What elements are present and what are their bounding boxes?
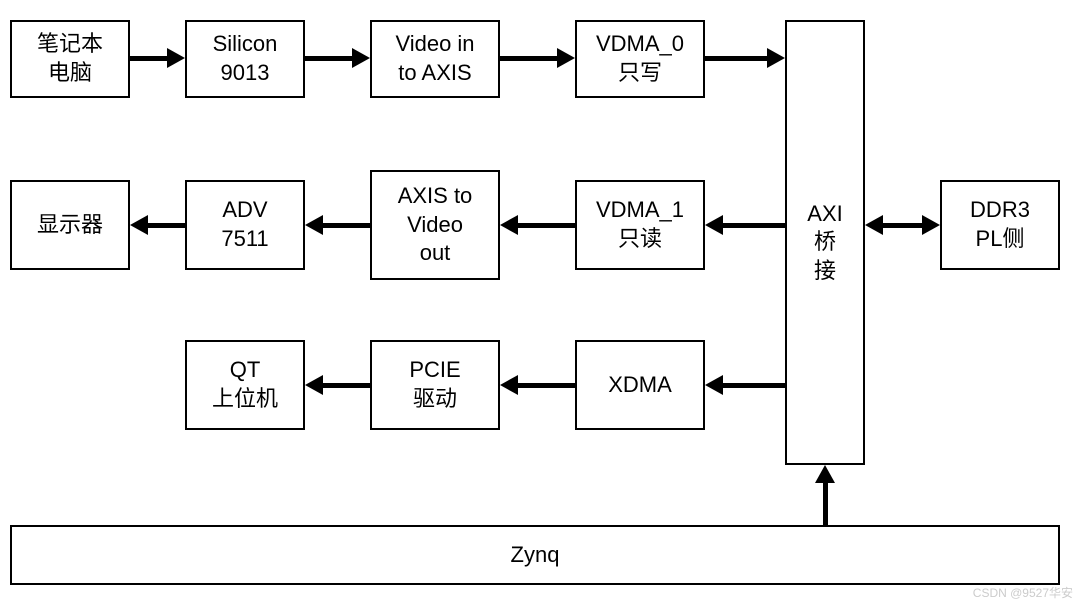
node-laptop: 笔记本 电脑: [10, 20, 130, 98]
arrow-zynq-axi-line: [823, 483, 828, 525]
node-pcie: PCIE 驱动: [370, 340, 500, 430]
arrow-pcie-qt-line: [323, 383, 370, 388]
node-axi: AXI 桥 接: [785, 20, 865, 465]
arrow-vdma0-axi-line: [705, 56, 767, 61]
arrow-silicon-video_in-head-right: [352, 48, 370, 68]
arrow-silicon-video_in-line: [305, 56, 352, 61]
arrow-axi-vdma1-line: [723, 223, 785, 228]
arrow-axi-xdma-head-left: [705, 375, 723, 395]
node-adv7511: ADV 7511: [185, 180, 305, 270]
arrow-laptop-silicon-head-right: [167, 48, 185, 68]
arrow-adv7511-display-head-left: [130, 215, 148, 235]
arrow-zynq-axi-head: [815, 465, 835, 483]
arrow-video_in-vdma0-line: [500, 56, 557, 61]
node-silicon: Silicon 9013: [185, 20, 305, 98]
arrow-video_in-vdma0-head-right: [557, 48, 575, 68]
arrow-axi-ddr3-head-left: [865, 215, 883, 235]
arrow-laptop-silicon-line: [130, 56, 167, 61]
node-axis_out: AXIS to Video out: [370, 170, 500, 280]
arrow-vdma0-axi-head-right: [767, 48, 785, 68]
node-ddr3: DDR3 PL侧: [940, 180, 1060, 270]
node-display: 显示器: [10, 180, 130, 270]
arrow-axi-xdma-line: [723, 383, 785, 388]
node-qt: QT 上位机: [185, 340, 305, 430]
arrow-axis_out-adv7511-line: [323, 223, 370, 228]
arrow-vdma1-axis_out-line: [518, 223, 575, 228]
node-vdma0: VDMA_0 只写: [575, 20, 705, 98]
arrow-axi-vdma1-head-left: [705, 215, 723, 235]
watermark: CSDN @9527华安: [973, 584, 1073, 601]
node-vdma1: VDMA_1 只读: [575, 180, 705, 270]
arrow-vdma1-axis_out-head-left: [500, 215, 518, 235]
arrow-axis_out-adv7511-head-left: [305, 215, 323, 235]
arrow-axi-ddr3-line: [883, 223, 922, 228]
node-zynq: Zynq: [10, 525, 1060, 585]
arrow-axi-ddr3-head-right: [922, 215, 940, 235]
node-video_in: Video in to AXIS: [370, 20, 500, 98]
node-xdma: XDMA: [575, 340, 705, 430]
arrow-xdma-pcie-line: [518, 383, 575, 388]
arrow-pcie-qt-head-left: [305, 375, 323, 395]
arrow-adv7511-display-line: [148, 223, 185, 228]
arrow-xdma-pcie-head-left: [500, 375, 518, 395]
